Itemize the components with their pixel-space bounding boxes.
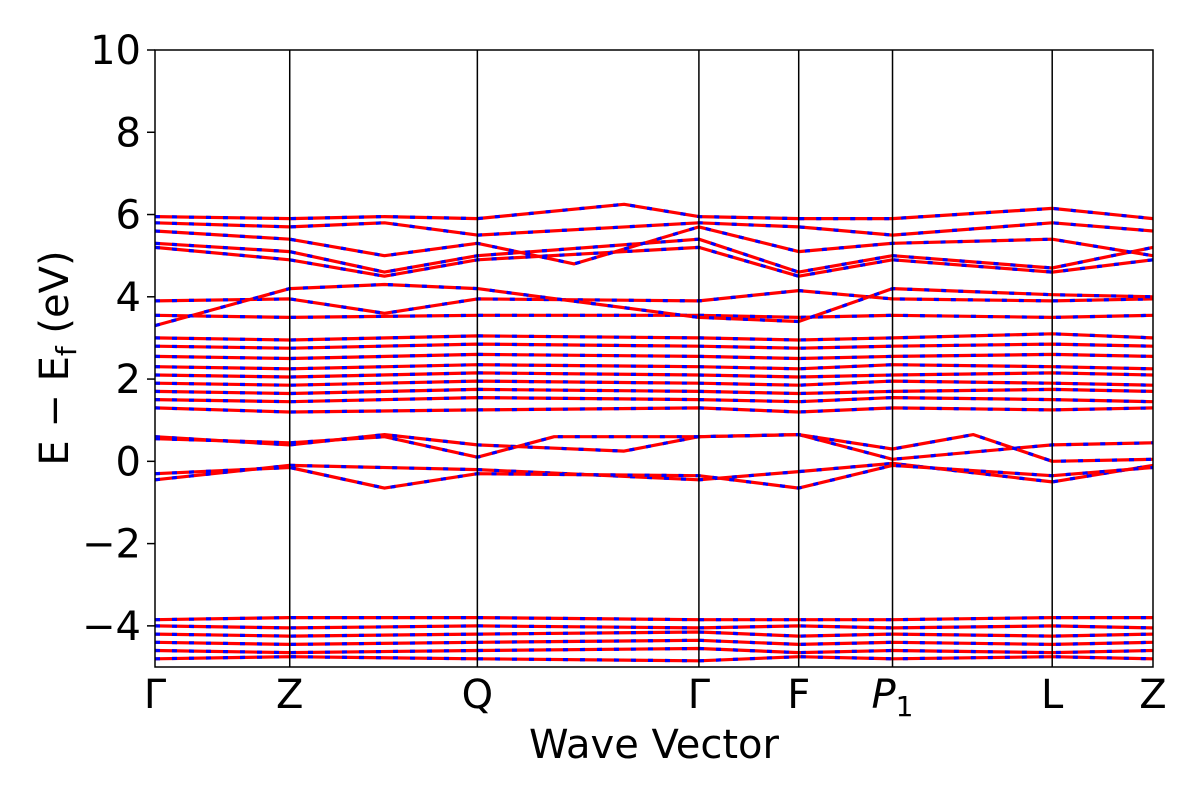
x-tick-label: Z (1139, 672, 1166, 718)
band-line-dashed (155, 387, 1153, 396)
y-tick-label: −4 (82, 604, 141, 650)
band-line-dashed (155, 225, 1153, 266)
band-line (155, 342, 1153, 350)
band-line (155, 371, 1153, 379)
y-axis-ticks: −4 −2 0 2 4 6 8 10 (82, 28, 155, 650)
band-line (155, 396, 1153, 404)
y-tick-label: 8 (116, 110, 141, 156)
band-line (155, 332, 1153, 342)
x-tick-label-subscript: 1 (896, 690, 914, 723)
band-line (155, 379, 1153, 387)
band-line (155, 406, 1153, 414)
x-tick-label: L (1041, 672, 1064, 718)
y-tick-label: −2 (82, 522, 141, 568)
x-tick-label: F (787, 672, 810, 718)
band-line (155, 245, 1153, 278)
band-line-dashed (155, 646, 1153, 655)
band-line-dashed (155, 655, 1153, 663)
band-line-dashed (155, 352, 1153, 361)
band-line-dashed (155, 332, 1153, 342)
y-axis-label-main: E − E (32, 356, 78, 466)
kpoint-lines (288, 50, 1053, 667)
band-line-dashed (155, 406, 1153, 414)
band-line (155, 638, 1153, 647)
band-line (155, 624, 1153, 630)
band-line (155, 313, 1153, 319)
y-axis-label-unit-text: (eV) (32, 250, 78, 333)
y-axis-label-unit (32, 334, 78, 347)
band-line (155, 615, 1153, 622)
y-tick-label: 6 (116, 193, 141, 239)
band-line (155, 655, 1153, 663)
x-tick-label-main: P (872, 672, 897, 718)
band-line-dashed (155, 461, 1153, 484)
x-tick-label: Γ (144, 672, 167, 718)
band-line-dashed (155, 282, 1153, 328)
y-tick-label: 2 (116, 357, 141, 403)
x-axis-ticks: Γ Z Q Γ F P1 L Z (144, 672, 1167, 723)
band-line-dashed (155, 615, 1153, 622)
band-line (155, 630, 1153, 638)
y-axis-label-subscript: f (50, 345, 83, 356)
y-tick-label: 4 (116, 275, 141, 321)
band-line-dashed (155, 342, 1153, 350)
x-tick-label: Z (276, 672, 303, 718)
x-axis-label: Wave Vector (529, 722, 780, 768)
band-line-dashed (155, 638, 1153, 647)
band-line-dashed (155, 624, 1153, 630)
y-tick-label: 10 (90, 28, 141, 74)
band-line (155, 282, 1153, 328)
band-line (155, 221, 1153, 237)
band-line-dashed (155, 202, 1153, 221)
band-line-dashed (155, 433, 1153, 463)
band-line (155, 387, 1153, 396)
band-line-dashed (155, 396, 1153, 404)
band-line (155, 646, 1153, 655)
x-tick-label: Q (462, 672, 493, 718)
band-line (155, 363, 1153, 371)
bands-layer (155, 202, 1153, 663)
band-line-dashed (155, 313, 1153, 319)
x-tick-label: P1 (872, 672, 914, 723)
band-line-dashed (155, 363, 1153, 371)
band-line-dashed (155, 630, 1153, 638)
plot-frame (154, 49, 1154, 668)
band-line (155, 225, 1153, 266)
x-tick-label: Γ (688, 672, 711, 718)
band-line (155, 352, 1153, 361)
band-line (155, 433, 1153, 461)
y-axis-label: E − Ef (eV) (32, 250, 83, 465)
y-tick-label: 0 (116, 439, 141, 485)
band-line-dashed (155, 371, 1153, 379)
band-line-dashed (155, 379, 1153, 387)
